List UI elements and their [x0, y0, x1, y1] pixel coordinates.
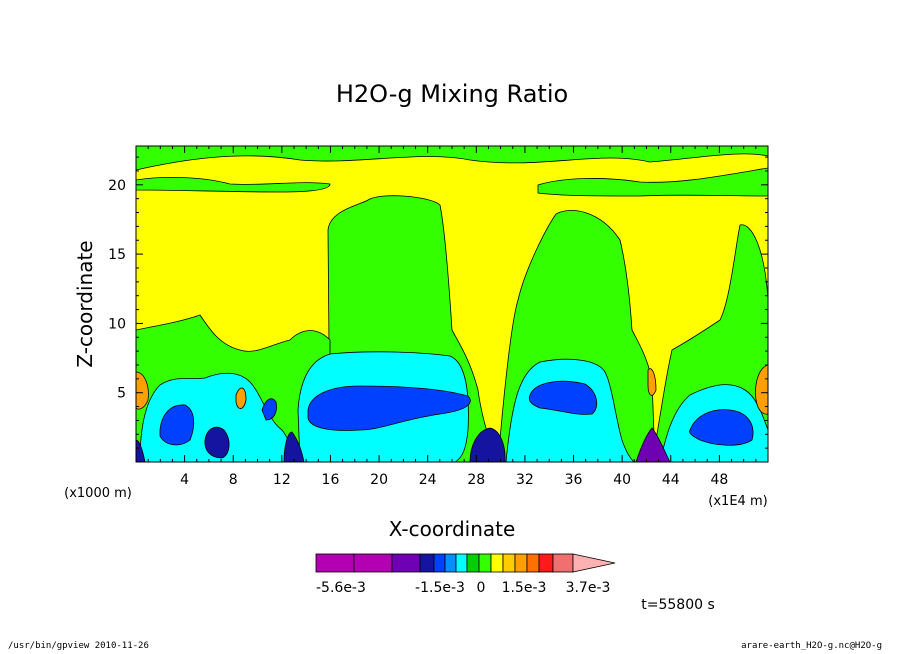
region-blue [307, 385, 471, 431]
colorbar-label: 3.7e-3 [566, 580, 611, 596]
x-tick-label: 32 [516, 472, 534, 488]
colorbar-swatch [455, 553, 468, 573]
colorbar-swatch [433, 553, 446, 573]
x-tick-label: 48 [710, 472, 728, 488]
region-green [136, 146, 768, 171]
plot-area [135, 145, 769, 463]
x-tick-label: 16 [322, 472, 340, 488]
colorbar-swatch [353, 553, 393, 573]
region-purple [635, 427, 671, 462]
colorbar-swatch [490, 553, 504, 573]
region-orange [647, 368, 657, 396]
x-tick-label: 12 [273, 472, 291, 488]
time-label: t=55800 s [641, 597, 715, 613]
region-navy [204, 426, 230, 459]
chart-title: H2O-g Mixing Ratio [336, 80, 568, 108]
x-tick-label: 24 [419, 472, 437, 488]
colorbar-swatch [478, 553, 492, 573]
colorbar-swatch [419, 553, 435, 573]
region-green [136, 176, 331, 193]
region-orange [235, 387, 247, 409]
colorbar-label: 1.5e-3 [502, 580, 547, 596]
x-unit-left: (x1000 m) [64, 486, 132, 501]
x-ticks: 4 8 12 16 20 24 28 32 36 40 44 48 [147, 146, 757, 488]
x-tick-label: 28 [467, 472, 485, 488]
y-tick-label: 15 [108, 247, 126, 263]
colorbar-label: -1.5e-3 [415, 580, 465, 596]
x-axis-label: X-coordinate [389, 517, 516, 541]
region-blue [159, 404, 195, 446]
region-navy [283, 431, 305, 462]
x-tick-label: 44 [662, 472, 680, 488]
colorbar-swatch [444, 553, 457, 573]
y-axis-label: Z-coordinate [73, 240, 97, 367]
colorbar-swatch [526, 553, 540, 573]
colorbar-swatch [552, 553, 574, 573]
region-orange [755, 364, 768, 415]
colorbar-swatch [514, 553, 528, 573]
x-tick-label: 20 [370, 472, 388, 488]
region-navy [469, 427, 506, 462]
colorbar-swatch [502, 553, 516, 573]
x-tick-label: 36 [565, 472, 583, 488]
y-tick-label: 10 [108, 316, 126, 332]
colorbar: -5.6e-3 -1.5e-3 0 1.5e-3 3.7e-3 [315, 553, 616, 596]
region-blue [689, 409, 754, 446]
colorbar-label: 0 [477, 580, 486, 596]
region-blue [261, 398, 277, 421]
x-unit-right: (x1E4 m) [708, 494, 767, 509]
x-tick-label: 8 [229, 472, 238, 488]
x-tick-label: 4 [180, 472, 189, 488]
x-tick-label: 40 [613, 472, 631, 488]
region-green [537, 167, 768, 197]
region-orange [136, 371, 149, 410]
colorbar-swatch [538, 553, 554, 573]
colorbar-swatch [391, 553, 421, 573]
colorbar-swatch [466, 553, 480, 573]
colorbar-label: -5.6e-3 [316, 580, 366, 596]
y-tick-label: 20 [108, 178, 126, 194]
colorbar-arrow [572, 553, 616, 573]
y-tick-label: 5 [117, 386, 126, 402]
y-ticks: 5 10 15 20 [108, 156, 768, 449]
footer-left: /usr/bin/gpview 2010-11-26 [8, 641, 149, 651]
colorbar-swatch [315, 553, 355, 573]
footer-right: arare-earth_H2O-g.nc@H2O-g [741, 641, 882, 651]
region-blue [528, 380, 598, 415]
